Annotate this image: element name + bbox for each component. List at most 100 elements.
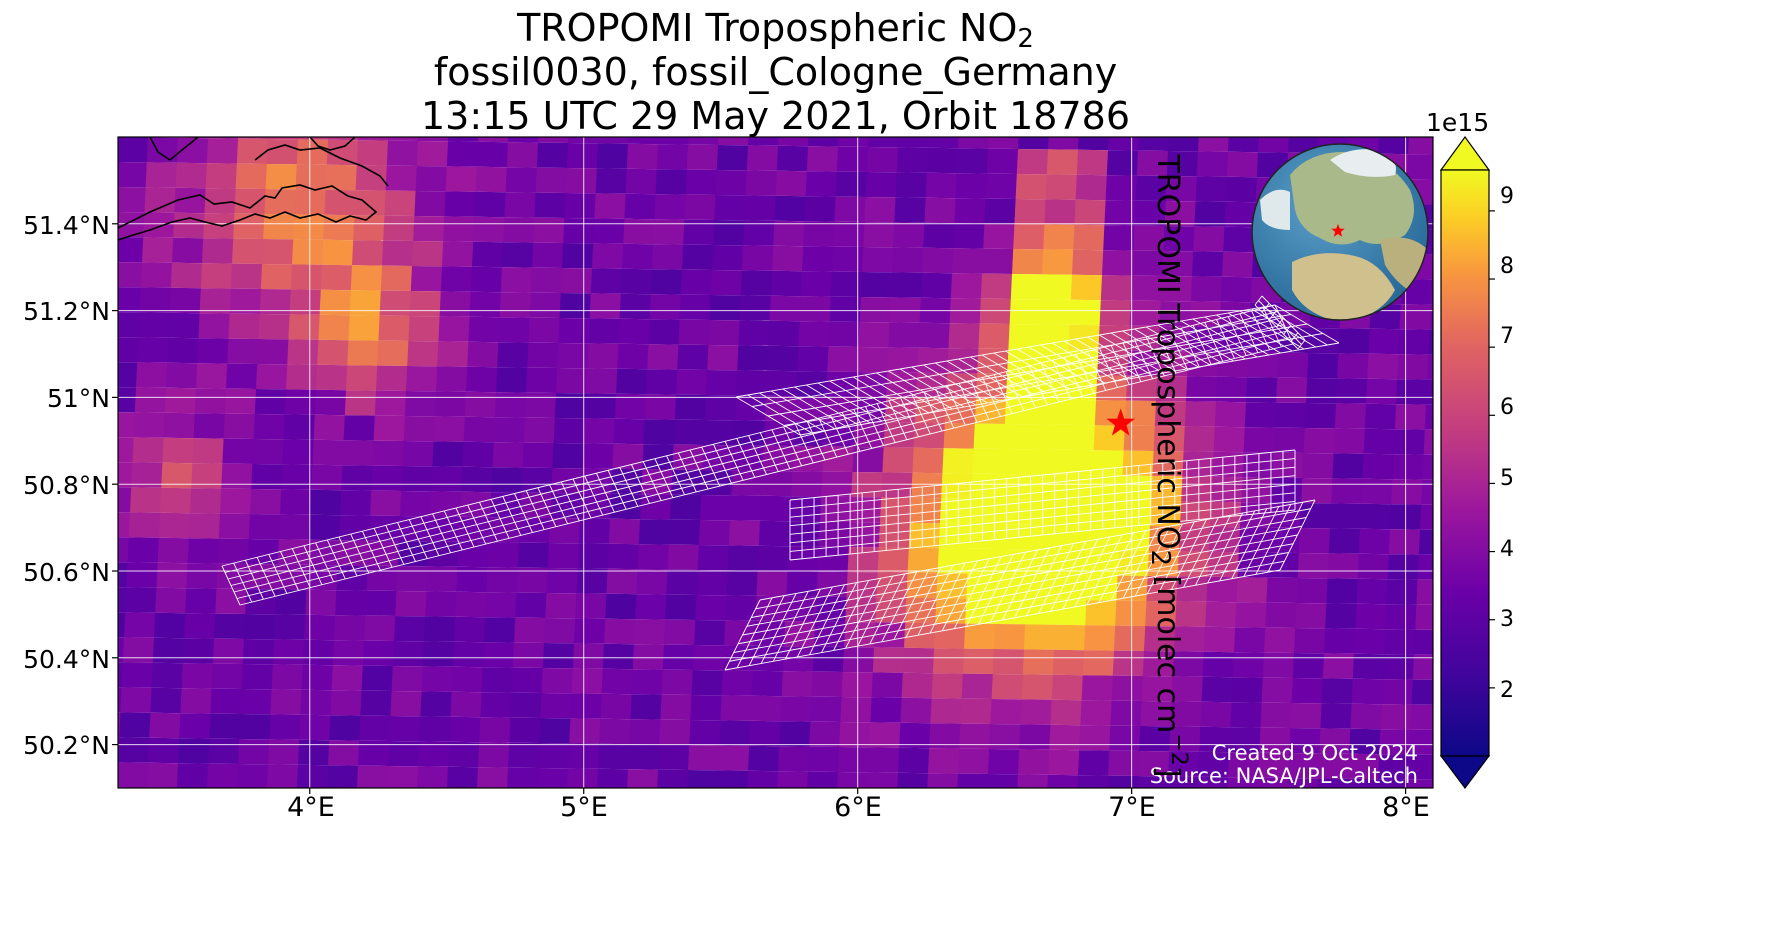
no2-pixel: [804, 196, 837, 222]
no2-pixel: [688, 137, 719, 145]
no2-pixel: [1084, 625, 1116, 651]
no2-pixel: [1418, 529, 1433, 555]
no2-pixel: [630, 694, 663, 720]
colorbar-tick-label: 2: [1500, 678, 1514, 703]
no2-pixel: [238, 137, 269, 139]
no2-pixel: [233, 839, 265, 864]
no2-pixel: [215, 588, 247, 614]
no2-pixel: [474, 191, 507, 218]
no2-pixel: [1181, 476, 1213, 502]
no2-pixel: [208, 137, 239, 139]
no2-pixel: [524, 392, 557, 418]
no2-pixel: [557, 343, 589, 369]
no2-pixel: [118, 762, 119, 775]
no2-pixel: [1494, 205, 1526, 230]
no2-pixel: [464, 391, 497, 418]
no2-pixel: [413, 216, 445, 242]
no2-pixel: [1046, 800, 1078, 825]
no2-pixel: [865, 172, 898, 198]
no2-pixel: [917, 347, 949, 374]
no2-pixel: [574, 618, 606, 644]
no2-pixel: [263, 839, 295, 864]
no2-pixel: [1330, 503, 1362, 529]
no2-pixel: [1387, 554, 1420, 580]
no2-pixel: [1099, 300, 1132, 326]
no2-pixel: [713, 220, 745, 246]
no2-pixel: [1252, 878, 1284, 903]
no2-pixel: [717, 770, 749, 788]
no2-pixel: [305, 589, 337, 616]
no2-pixel: [1026, 574, 1059, 600]
no2-pixel: [462, 441, 495, 468]
no2-pixel: [982, 248, 1014, 274]
no2-pixel: [144, 187, 177, 213]
no2-pixel: [596, 143, 629, 169]
no2-pixel: [403, 416, 436, 442]
no2-pixel: [708, 320, 741, 346]
map-frame: [117, 136, 1434, 789]
no2-pixel: [1342, 879, 1374, 904]
no2-pixel: [1517, 356, 1549, 381]
no2-pixel: [1072, 249, 1104, 276]
no2-pixel: [758, 520, 791, 547]
no2-pixel: [415, 166, 448, 192]
no2-pixel: [600, 693, 633, 720]
title-subscript: 2: [1017, 24, 1034, 54]
no2-pixel: [1015, 174, 1048, 200]
no2-pixel: [575, 593, 607, 619]
no2-pixel: [776, 796, 808, 821]
no2-pixel: [52, 236, 84, 261]
no2-pixel: [1357, 553, 1390, 580]
no2-pixel: [1312, 878, 1344, 903]
no2-pixel: [733, 420, 766, 446]
no2-pixel: [714, 195, 747, 221]
no2-pixel: [431, 466, 463, 492]
no2-pixel: [1044, 199, 1077, 225]
no2-pixel: [870, 697, 903, 723]
no2-pixel: [749, 95, 781, 120]
no2-pixel: [690, 695, 723, 721]
no2-pixel: [502, 868, 534, 893]
no2-pixel: [1193, 852, 1225, 877]
no2-pixel: [1134, 200, 1167, 226]
no2-pixel: [517, 542, 550, 568]
no2-pixel: [1367, 353, 1399, 380]
no2-pixel: [836, 146, 869, 172]
no2-pixel: [118, 187, 147, 213]
no2-pixel: [223, 413, 256, 439]
no2-pixel: [268, 137, 299, 140]
no2-pixel: [449, 716, 481, 743]
no2-pixel: [118, 262, 143, 288]
lat-label: 50.2°N: [23, 731, 110, 760]
no2-pixel: [166, 362, 198, 389]
no2-pixel: [1297, 553, 1330, 579]
no2-pixel: [355, 165, 388, 191]
no2-pixel: [629, 719, 661, 745]
no2-pixel: [881, 472, 913, 498]
no2-pixel: [266, 764, 299, 788]
no2-pixel: [1062, 449, 1095, 476]
no2-pixel: [613, 418, 646, 445]
no2-pixel: [1463, 855, 1495, 880]
no2-pixel: [212, 638, 245, 664]
no2-pixel: [720, 695, 753, 721]
no2-pixel: [749, 720, 781, 747]
no2-pixel: [769, 295, 802, 322]
grid-line: [233, 330, 1288, 593]
no2-pixel: [432, 441, 465, 467]
no2-pixel: [421, 666, 454, 692]
no2-pixel: [118, 612, 126, 638]
no2-pixel: [1014, 824, 1046, 849]
no2-pixel: [599, 718, 631, 745]
no2-pixel: [978, 323, 1011, 349]
no2-pixel: [529, 292, 562, 318]
no2-pixel: [34, 611, 66, 636]
no2-pixel: [748, 745, 780, 772]
no2-pixel: [667, 544, 700, 570]
no2-pixel: [1334, 403, 1367, 429]
no2-pixel: [686, 144, 719, 170]
no2-pixel: [848, 522, 881, 548]
no2-pixel: [1122, 450, 1155, 476]
no2-pixel: [265, 164, 298, 190]
no2-pixel: [1031, 474, 1063, 500]
